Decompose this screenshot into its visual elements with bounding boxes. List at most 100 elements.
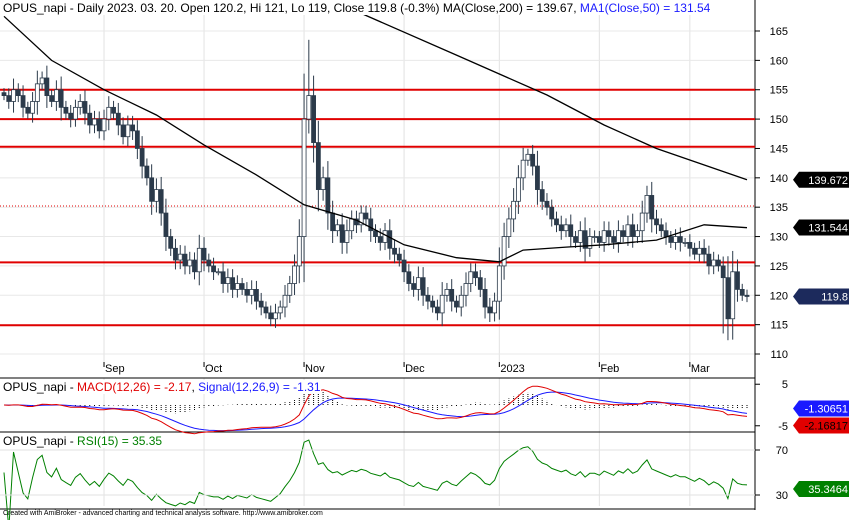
ma50-value-badge: [793, 219, 849, 236]
candle-body: [401, 259, 407, 273]
candle-body: [96, 118, 102, 132]
candle-body: [244, 289, 250, 296]
candle-body: [696, 247, 702, 255]
candle-body: [215, 271, 221, 274]
candle-body: [82, 101, 88, 114]
rsi-tick-label: 30: [776, 490, 788, 502]
candle-body: [177, 253, 183, 261]
candle-body: [196, 247, 202, 273]
candle-body: [415, 277, 421, 290]
candle-body: [477, 277, 483, 290]
candle-body: [425, 294, 431, 302]
macd-tick-label: 5: [782, 379, 788, 391]
candle-body: [339, 224, 345, 243]
candle-body: [430, 300, 436, 308]
macd-value-badge-label: -2.16817: [805, 420, 848, 432]
candle-body: [577, 230, 583, 243]
ma200-value-badge: [793, 171, 849, 188]
candle-body: [506, 218, 512, 237]
candle-body: [692, 247, 698, 255]
candle-body: [49, 95, 55, 102]
candle-body: [544, 200, 550, 208]
candle-body: [139, 148, 145, 167]
candle-body: [387, 230, 393, 249]
rsi-header: OPUS_napi - RSI(15) = 35.35: [3, 434, 163, 448]
month-label: 2023: [500, 363, 524, 375]
month-label: Nov: [305, 363, 325, 375]
candle-body: [268, 312, 274, 320]
candle-body: [501, 236, 507, 267]
candle-body: [363, 212, 369, 220]
candle-body: [115, 112, 121, 126]
candle-body: [515, 177, 521, 202]
price-tick-label: 155: [770, 85, 788, 97]
candle-body: [554, 218, 559, 226]
candle-body: [344, 230, 350, 243]
candle-body: [11, 89, 16, 102]
candle-body: [239, 283, 245, 290]
candle-body: [706, 253, 712, 267]
candle-body: [63, 106, 69, 114]
candle-body: [711, 259, 717, 267]
candle-body: [439, 294, 445, 314]
candle-body: [249, 289, 255, 296]
candle-body: [611, 236, 617, 243]
candle-body: [482, 289, 488, 308]
candle-body: [720, 265, 726, 279]
candle-body: [158, 189, 164, 214]
macd-tick-label: -5: [778, 421, 788, 433]
candle-body: [154, 189, 159, 202]
signal-value-badge-label: -1.30651: [805, 403, 848, 415]
rsi-header-value: RSI(15) = 35.35: [77, 434, 163, 448]
price-tick-label: 130: [770, 232, 788, 244]
candle-body: [225, 277, 231, 284]
candle-body: [163, 212, 169, 237]
candle-body: [649, 195, 655, 220]
candle-body: [520, 159, 526, 179]
candle-body: [306, 95, 312, 120]
candle-body: [296, 236, 302, 267]
candle-body: [606, 230, 612, 237]
price-tick-label: 120: [770, 290, 788, 302]
month-label: Feb: [600, 363, 619, 375]
candle-body: [587, 236, 593, 249]
candle-body: [673, 236, 678, 243]
candle-body: [73, 106, 78, 120]
candle-body: [273, 312, 278, 320]
candle-body: [101, 118, 107, 132]
candle-body: [325, 177, 331, 214]
candle-body: [458, 294, 464, 308]
candle-body: [730, 271, 736, 320]
candle-body: [173, 247, 178, 261]
close-value-badge: [793, 288, 849, 305]
candle-body: [463, 283, 469, 296]
candle-body: [282, 294, 288, 308]
rsi-value-badge-label: 35.3464: [808, 484, 848, 496]
candle-body: [187, 259, 193, 267]
candle-body: [635, 230, 640, 237]
candle-body: [106, 106, 112, 120]
candle-body: [496, 265, 502, 302]
candle-body: [53, 89, 59, 102]
candle-body: [373, 230, 378, 237]
ma200-line: [360, 12, 748, 181]
candle-body: [1, 92, 7, 97]
candle-body: [77, 101, 83, 108]
candle-body: [454, 300, 459, 308]
candle-body: [120, 124, 126, 138]
candle-body: [277, 306, 283, 314]
candle-body: [377, 236, 383, 243]
macd-line: [3, 385, 748, 435]
candle-body: [639, 212, 645, 232]
candle-body: [134, 130, 140, 149]
candle-body: [663, 230, 669, 237]
candle-body: [739, 289, 745, 296]
rsi-line: [3, 439, 748, 520]
candle-body: [568, 224, 574, 237]
candle-body: [358, 212, 364, 226]
candle-body: [92, 118, 97, 126]
macd-header-value: MACD(12,26) = -2.17: [77, 380, 192, 394]
price-tick-label: 145: [770, 143, 788, 155]
